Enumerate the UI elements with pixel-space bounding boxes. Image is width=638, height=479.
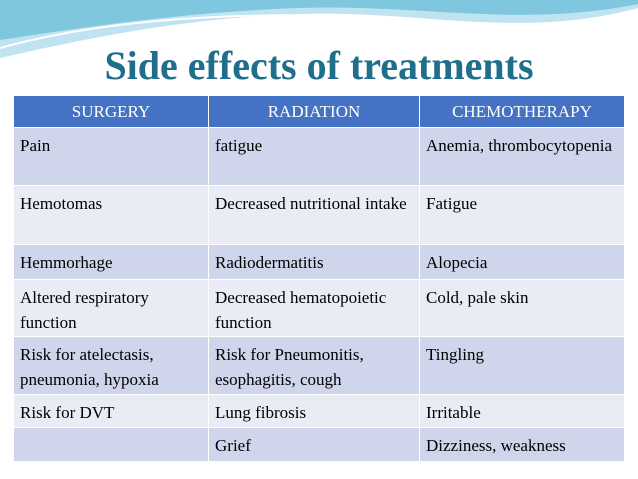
table-row: Altered respiratory function Decreased he…: [13, 279, 625, 337]
table-cell: Anemia, thrombocytopenia: [419, 127, 625, 186]
column-header: SURGERY: [13, 95, 209, 128]
table-cell: Cold, pale skin: [419, 279, 625, 337]
table-cell: Lung fibrosis: [208, 394, 420, 428]
table-cell: Pain: [13, 127, 209, 186]
column-header: RADIATION: [208, 95, 420, 128]
table-cell: [13, 427, 209, 462]
table-cell: Risk for atelectasis, pneumonia, hypoxia: [13, 336, 209, 395]
table-row: Risk for atelectasis, pneumonia, hypoxia…: [13, 336, 625, 395]
table-cell: Hemotomas: [13, 185, 209, 245]
table-row: Hemmorhage Radiodermatitis Alopecia: [13, 244, 625, 280]
table-row: Hemotomas Decreased nutritional intake Fat…: [13, 185, 625, 245]
table-row: Grief Dizziness, weakness: [13, 427, 625, 462]
header-wave: [0, 0, 638, 58]
table-cell: Fatigue: [419, 185, 625, 245]
slide-title: Side effects of treatments: [104, 43, 534, 88]
table-cell: Irritable: [419, 394, 625, 428]
table-cell: Altered respiratory function: [13, 279, 209, 337]
table-cell: Dizziness, weakness: [419, 427, 625, 462]
table-cell: Decreased nutritional intake: [208, 185, 420, 245]
table-cell: Grief: [208, 427, 420, 462]
table-cell: Risk for DVT: [13, 394, 209, 428]
side-effects-table: SURGERY RADIATION CHEMOTHERAPY Pain fatigue…: [13, 95, 625, 462]
table-cell: Tingling: [419, 336, 625, 395]
table-row: Pain fatigue Anemia, thrombocytopenia: [13, 127, 625, 186]
table-cell: Risk for Pneumonitis, esophagitis, cough: [208, 336, 420, 395]
table-cell: Radiodermatitis: [208, 244, 420, 280]
table-cell: Decreased hematopoietic function: [208, 279, 420, 337]
table-cell: fatigue: [208, 127, 420, 186]
table-cell: Hemmorhage: [13, 244, 209, 280]
header-row: SURGERY RADIATION CHEMOTHERAPY: [13, 95, 625, 128]
table-cell: Alopecia: [419, 244, 625, 280]
column-header: CHEMOTHERAPY: [419, 95, 625, 128]
table-row: Risk for DVT Lung fibrosis Irritable: [13, 394, 625, 428]
